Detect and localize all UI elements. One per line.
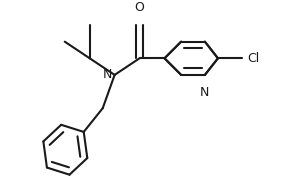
Text: Cl: Cl [248, 52, 260, 65]
Text: O: O [135, 1, 145, 14]
Text: N: N [200, 86, 210, 99]
Text: N: N [103, 68, 112, 81]
